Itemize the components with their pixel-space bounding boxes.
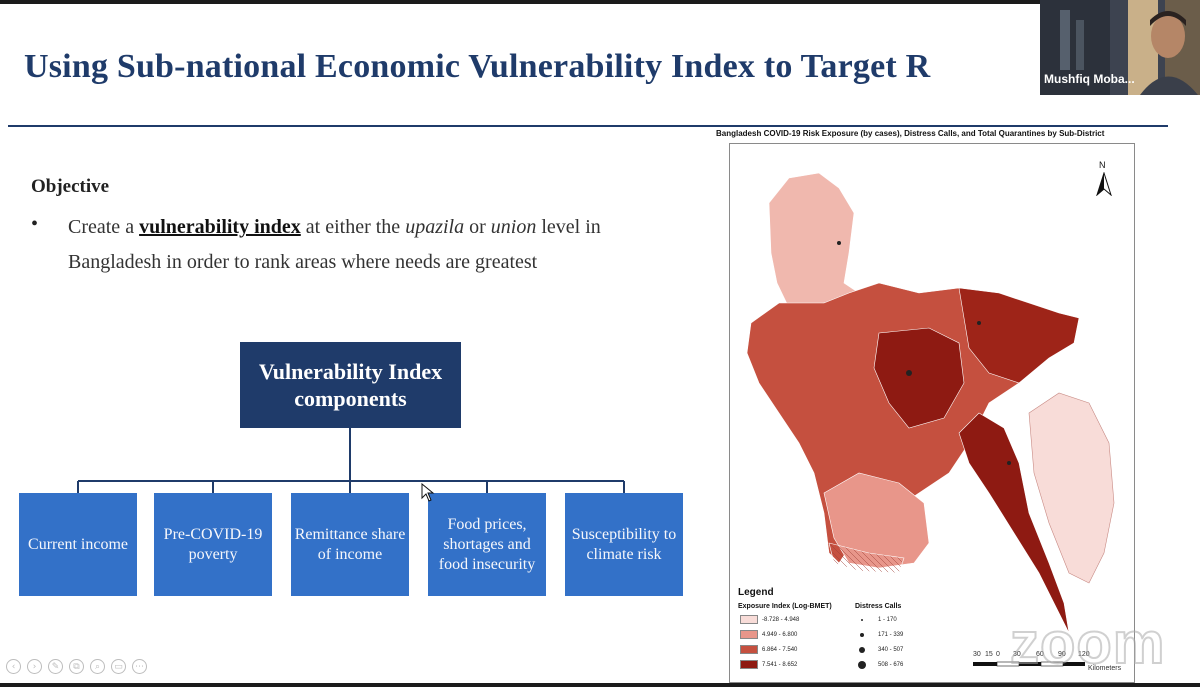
- scale-unit: Kilometers: [1088, 665, 1122, 672]
- north-arrow-icon: [1096, 172, 1112, 196]
- component-remittance-share: Remittance share of income: [291, 493, 409, 596]
- legend-exposure-label-4: 7.541 - 8.652: [762, 662, 798, 668]
- mouse-cursor-icon: [421, 483, 435, 502]
- bullet-text-start: Create a: [68, 216, 140, 238]
- component-food-insecurity: Food prices, shortages and food insecuri…: [428, 493, 546, 596]
- scale-label: 60: [1036, 651, 1044, 658]
- participant-name: Mushfiq Moba...: [1044, 72, 1135, 86]
- map-quarantine-marker: [1007, 461, 1011, 465]
- previous-icon[interactable]: ‹: [6, 659, 21, 674]
- map-quarantine-marker: [977, 321, 981, 325]
- objective-bullet: Create a vulnerability index at either t…: [68, 210, 628, 280]
- legend-call-label-4: 508 - 676: [878, 662, 904, 668]
- more-icon[interactable]: ⋯: [132, 659, 147, 674]
- map-northeast-region: [958, 287, 1080, 384]
- map-quarantine-marker: [837, 241, 841, 245]
- bullet-text-end: level in Bangladesh in order to rank are…: [68, 216, 601, 273]
- legend-exposure-heading: Exposure Index (Log-BMET): [738, 603, 832, 610]
- bullet-keyword: vulnerability index: [139, 216, 301, 238]
- legend-call-label-1: 1 - 170: [878, 617, 897, 623]
- window-bottom-edge: [0, 683, 1200, 687]
- scale-label: 120: [1078, 651, 1090, 658]
- participant-video-tile[interactable]: [1040, 0, 1200, 95]
- org-chart-connectors: [77, 428, 625, 493]
- next-icon[interactable]: ›: [27, 659, 42, 674]
- bangladesh-choropleth-map: [746, 172, 1115, 634]
- vulnerability-index-box: Vulnerability Index components: [240, 342, 461, 428]
- legend-swatch-3: [740, 645, 758, 654]
- map-sundarbans: [828, 542, 905, 574]
- scale-bar: [973, 661, 1085, 667]
- map-dhaka-core: [873, 327, 965, 429]
- north-label: N: [1099, 160, 1106, 170]
- scale-label: 90: [1058, 651, 1066, 658]
- map-quarantine-marker: [906, 370, 912, 376]
- participant-video-icon: [1040, 0, 1200, 95]
- legend-call-dot-1: [861, 619, 863, 621]
- legend-calls-heading: Distress Calls: [855, 603, 902, 610]
- bullet-union: union: [490, 216, 537, 238]
- scale-label: 0: [996, 651, 1000, 658]
- legend-exposure-label-2: 4.949 - 6.800: [762, 632, 798, 638]
- scale-label: 30: [1013, 651, 1021, 658]
- zoom-icon[interactable]: ⌕: [90, 659, 105, 674]
- window-top-edge: [0, 0, 1200, 4]
- title-divider: [8, 125, 1168, 127]
- objective-heading: Objective: [31, 176, 110, 197]
- legend-call-dot-4: [858, 661, 866, 669]
- legend-swatch-4: [740, 660, 758, 669]
- legend-swatch-1: [740, 615, 758, 624]
- slide-toolbar: ‹ › ✎ ⧉ ⌕ ▭ ⋯: [6, 659, 147, 674]
- zoom-watermark: zoom: [1009, 610, 1166, 677]
- legend-title: Legend: [738, 587, 774, 598]
- legend-call-dot-3: [859, 647, 865, 653]
- pen-icon[interactable]: ✎: [48, 659, 63, 674]
- legend-call-label-3: 340 - 507: [878, 647, 904, 653]
- legend-call-dot-2: [860, 633, 864, 637]
- legend-exposure-label-1: -8.728 - 4.948: [762, 617, 800, 623]
- copy-icon[interactable]: ⧉: [69, 659, 84, 674]
- component-pre-covid-poverty: Pre-COVID-19 poverty: [154, 493, 272, 596]
- scale-label: 30: [973, 651, 981, 658]
- component-current-income: Current income: [19, 493, 137, 596]
- slide-title: Using Sub-national Economic Vulnerabilit…: [24, 48, 931, 85]
- map-hill-tracts: [1028, 392, 1115, 584]
- legend-swatch-2: [740, 630, 758, 639]
- bullet-text-mid1: at either the: [300, 216, 406, 238]
- legend-call-label-2: 171 - 339: [878, 632, 904, 638]
- bullet-text-mid2: or: [464, 216, 491, 238]
- bullet-upazila: upazila: [405, 216, 465, 238]
- legend-exposure-label-3: 6.864 - 7.540: [762, 647, 798, 653]
- map-southeast-region: [958, 412, 1070, 634]
- slides-icon[interactable]: ▭: [111, 659, 126, 674]
- bullet-marker: •: [31, 213, 39, 235]
- map-caption: Bangladesh COVID-19 Risk Exposure (by ca…: [716, 129, 1105, 138]
- scale-label: 15: [985, 651, 993, 658]
- component-climate-risk: Susceptibility to climate risk: [565, 493, 683, 596]
